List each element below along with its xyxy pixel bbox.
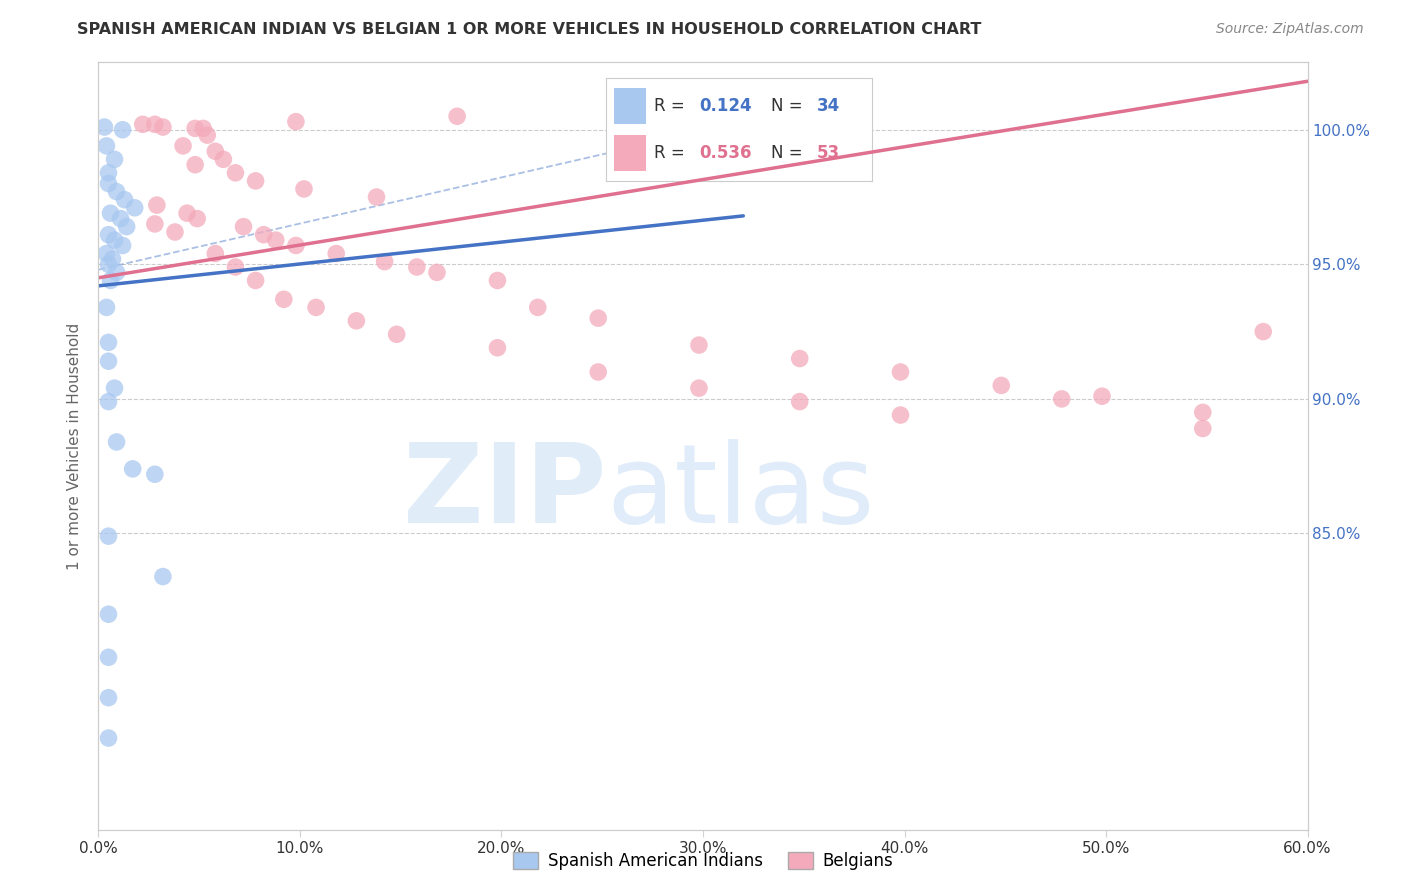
Point (172, 139, 194, 153)
Point (486, 341, 509, 355)
Point (152, 120, 174, 134)
Point (366, 190, 388, 204)
Point (111, 122, 134, 136)
Point (688, 381, 710, 395)
Point (232, 219, 254, 234)
Text: Source: ZipAtlas.com: Source: ZipAtlas.com (1216, 22, 1364, 37)
Point (96, 246, 118, 260)
Point (1050, 392, 1073, 406)
Point (245, 174, 267, 188)
Point (97, 166, 120, 180)
Point (586, 365, 609, 379)
Point (184, 121, 207, 136)
Point (97, 335, 120, 350)
Point (385, 327, 408, 342)
Point (103, 233, 125, 247)
Point (143, 117, 166, 131)
Point (889, 365, 911, 379)
Point (97, 731, 120, 745)
Point (100, 206, 122, 220)
Point (405, 260, 427, 274)
Point (1251, 325, 1274, 339)
Point (789, 351, 811, 366)
Point (273, 293, 295, 307)
Point (97, 394, 120, 409)
Point (245, 273, 267, 287)
Point (195, 128, 218, 142)
Point (193, 121, 215, 136)
Point (176, 206, 198, 220)
Point (115, 219, 138, 234)
Point (204, 145, 226, 159)
Point (143, 467, 166, 482)
Point (105, 185, 128, 199)
Point (526, 301, 548, 315)
Text: ZIP: ZIP (404, 439, 606, 546)
Point (212, 153, 235, 167)
Point (284, 238, 307, 252)
Point (97, 354, 120, 368)
Point (103, 381, 125, 395)
Legend: Spanish American Indians, Belgians: Spanish American Indians, Belgians (506, 845, 900, 877)
Point (1191, 405, 1213, 419)
Point (93, 120, 115, 134)
Point (96, 139, 118, 153)
Point (146, 198, 169, 212)
Point (204, 246, 226, 260)
Point (97, 690, 120, 705)
Point (110, 211, 132, 226)
Point (105, 434, 128, 449)
Point (224, 260, 246, 274)
Point (305, 301, 328, 315)
Point (325, 246, 347, 260)
Point (486, 273, 509, 287)
Point (121, 462, 143, 476)
Point (97, 650, 120, 665)
Point (97, 227, 120, 242)
Point (688, 338, 710, 352)
Point (184, 158, 207, 172)
Point (586, 311, 609, 326)
Point (97, 177, 120, 191)
Point (101, 252, 124, 266)
Point (789, 394, 811, 409)
Point (114, 193, 136, 207)
Y-axis label: 1 or more Vehicles in Household: 1 or more Vehicles in Household (67, 322, 83, 570)
Point (124, 201, 146, 215)
Point (284, 114, 307, 128)
Point (105, 265, 128, 279)
Point (100, 273, 122, 287)
Point (446, 109, 468, 123)
Point (152, 569, 174, 583)
Text: SPANISH AMERICAN INDIAN VS BELGIAN 1 OR MORE VEHICLES IN HOUSEHOLD CORRELATION C: SPANISH AMERICAN INDIAN VS BELGIAN 1 OR … (77, 22, 981, 37)
Point (97, 257, 120, 271)
Point (1091, 389, 1114, 403)
Text: atlas: atlas (606, 439, 875, 546)
Point (143, 217, 166, 231)
Point (132, 117, 155, 131)
Point (97, 607, 120, 622)
Point (96, 301, 118, 315)
Point (111, 238, 134, 252)
Point (889, 408, 911, 422)
Point (224, 166, 246, 180)
Point (103, 153, 125, 167)
Point (1191, 421, 1213, 435)
Point (292, 182, 315, 196)
Point (186, 211, 208, 226)
Point (990, 378, 1012, 392)
Point (264, 233, 287, 247)
Point (97, 529, 120, 543)
Point (374, 254, 396, 268)
Point (163, 225, 186, 239)
Point (344, 314, 367, 328)
Point (253, 227, 276, 242)
Point (426, 265, 449, 279)
